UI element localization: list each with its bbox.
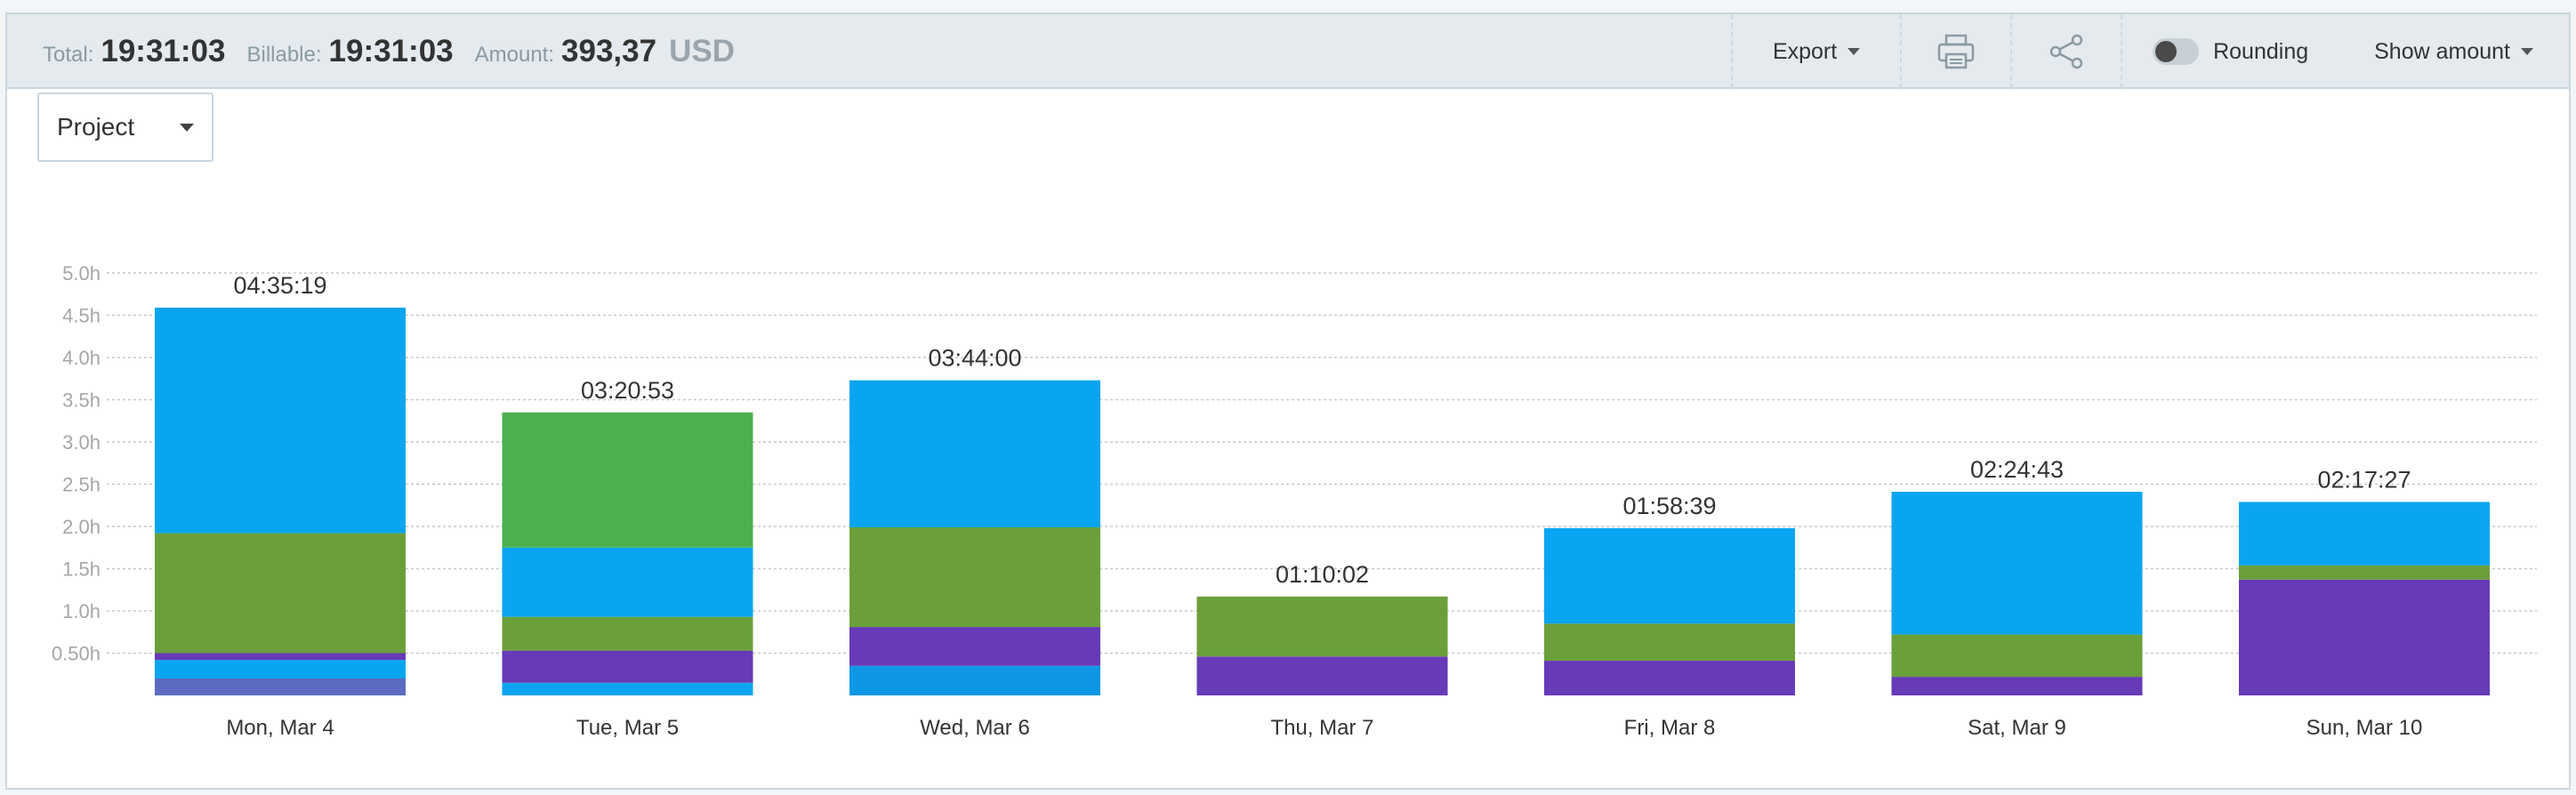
x-tick-label: Fri, Mar 8 (1624, 716, 1716, 740)
toggle-knob (2155, 41, 2178, 62)
bar-segment (1891, 677, 2143, 695)
bar-segment (502, 650, 753, 683)
x-tick-label: Thu, Mar 7 (1270, 716, 1373, 740)
bar-total-label: 03:20:53 (581, 377, 674, 404)
bar-segment (849, 665, 1100, 695)
bar-segment (155, 307, 406, 534)
bar-segment (1544, 623, 1795, 662)
billable-value: 19:31:03 (328, 34, 454, 68)
toggle-switch[interactable] (2153, 38, 2200, 65)
group-by-value: Project (57, 113, 135, 141)
bar-segment (1891, 492, 2143, 635)
bar-total-label: 02:24:43 (1970, 456, 2064, 483)
x-tick-label: Sun, Mar 10 (2306, 716, 2423, 740)
rounding-label: Rounding (2213, 38, 2309, 64)
bar-segment (155, 653, 406, 661)
printer-icon (1937, 34, 1975, 69)
y-tick-label: 5.0h (62, 262, 101, 285)
bar-segment (502, 616, 753, 651)
y-tick-label: 2.5h (62, 474, 101, 496)
bar-segment (1544, 527, 1795, 624)
bar-total-label: 01:58:39 (1622, 493, 1716, 519)
y-tick-label: 4.5h (62, 305, 101, 327)
export-button[interactable]: Export (1731, 14, 1900, 89)
bar-segment (849, 627, 1100, 666)
bar-segment (502, 682, 753, 695)
bar-total-label: 02:17:27 (2317, 466, 2411, 493)
amount-currency: USD (669, 34, 735, 68)
amount-value: 393,37 (561, 34, 657, 68)
y-tick-label: 0.50h (52, 643, 101, 665)
bar-segment (1544, 661, 1795, 695)
y-tick-label: 1.5h (62, 558, 101, 581)
bar-segment (2239, 565, 2490, 580)
totals-summary: Total: 19:31:03 Billable: 19:31:03 Amoun… (43, 14, 735, 89)
y-tick-label: 2.0h (62, 516, 101, 538)
y-tick-label: 4.0h (62, 347, 101, 369)
bar-segment (1196, 596, 1448, 657)
bar-segment (2239, 579, 2490, 695)
summary-toolbar: Total: 19:31:03 Billable: 19:31:03 Amoun… (7, 14, 2569, 89)
bar-total-label: 03:44:00 (928, 345, 1021, 372)
x-tick-label: Sat, Mar 9 (1968, 716, 2066, 740)
export-label: Export (1772, 38, 1838, 64)
bar-segment (155, 679, 406, 695)
y-tick-label: 3.0h (62, 431, 101, 454)
show-amount-dropdown[interactable]: Show amount (2339, 14, 2569, 89)
show-amount-label: Show amount (2374, 38, 2510, 64)
x-tick-label: Wed, Mar 6 (920, 716, 1030, 740)
bar-total-label: 01:10:02 (1276, 561, 1369, 588)
x-tick-label: Mon, Mar 4 (226, 716, 334, 740)
bar-total-label: 04:35:19 (233, 272, 326, 299)
chevron-down-icon (2521, 48, 2533, 55)
share-icon (2049, 34, 2083, 69)
chevron-down-icon (180, 123, 194, 132)
total-label: Total: (43, 43, 94, 67)
bar-segment (2239, 502, 2490, 566)
bar-segment (502, 412, 753, 548)
share-button[interactable] (2010, 14, 2121, 89)
bar-segment (1891, 634, 2143, 678)
amount-label: Amount: (474, 43, 555, 67)
x-tick-label: Tue, Mar 5 (576, 716, 679, 740)
group-by-select[interactable]: Project (37, 92, 213, 162)
billable-label: Billable: (246, 43, 322, 67)
bar-segment (1196, 656, 1448, 695)
y-tick-label: 1.0h (62, 600, 101, 622)
bar-segment (502, 547, 753, 617)
bar-segment (155, 533, 406, 654)
rounding-toggle[interactable]: Rounding (2121, 14, 2339, 89)
bar-segment (155, 660, 406, 679)
print-button[interactable] (1900, 14, 2010, 89)
bar-segment (849, 526, 1100, 628)
y-tick-label: 3.5h (62, 389, 101, 412)
bar-segment (849, 380, 1100, 527)
chevron-down-icon (1847, 48, 1861, 55)
total-value: 19:31:03 (101, 34, 226, 68)
toolbar-actions: Export (1731, 14, 2569, 89)
